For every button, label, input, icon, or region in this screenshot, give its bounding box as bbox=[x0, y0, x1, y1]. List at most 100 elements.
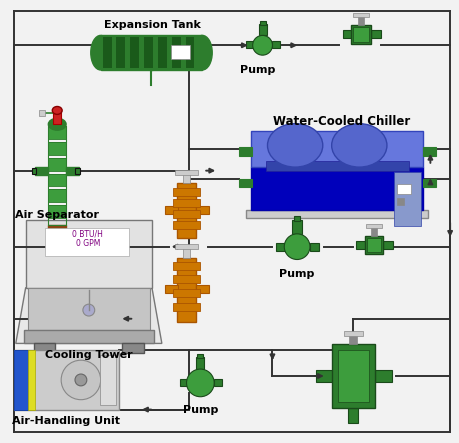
Bar bbox=[238, 179, 251, 187]
Bar bbox=[315, 370, 332, 382]
Bar bbox=[265, 161, 408, 171]
Bar bbox=[176, 183, 196, 238]
Bar bbox=[174, 170, 198, 175]
Bar bbox=[291, 220, 302, 234]
Bar bbox=[172, 275, 200, 283]
Bar bbox=[349, 334, 357, 344]
Bar bbox=[28, 288, 150, 330]
Bar bbox=[343, 330, 363, 335]
Bar bbox=[185, 37, 194, 68]
Bar bbox=[164, 206, 177, 214]
Bar bbox=[45, 228, 129, 256]
Ellipse shape bbox=[267, 124, 322, 167]
Text: Pump: Pump bbox=[279, 269, 314, 280]
Bar bbox=[342, 31, 352, 39]
Bar bbox=[347, 408, 358, 424]
Bar bbox=[293, 216, 299, 221]
Bar bbox=[122, 343, 144, 354]
Bar bbox=[182, 248, 190, 257]
Text: 0 BTU/H: 0 BTU/H bbox=[72, 229, 103, 238]
Bar bbox=[238, 147, 251, 156]
Bar bbox=[382, 241, 392, 249]
Bar bbox=[331, 344, 374, 408]
Bar bbox=[245, 41, 253, 48]
Bar bbox=[28, 350, 34, 410]
Ellipse shape bbox=[192, 35, 212, 70]
Bar bbox=[26, 220, 151, 288]
Bar bbox=[358, 16, 364, 24]
Bar bbox=[172, 221, 200, 229]
Bar bbox=[157, 37, 167, 68]
Bar bbox=[396, 184, 410, 194]
Text: Pump: Pump bbox=[182, 404, 218, 415]
Bar bbox=[356, 241, 365, 249]
Bar bbox=[258, 23, 266, 35]
Bar bbox=[48, 158, 66, 171]
Bar bbox=[75, 168, 80, 174]
Text: Air Separator: Air Separator bbox=[15, 210, 99, 220]
Bar bbox=[351, 24, 370, 44]
Bar bbox=[366, 238, 380, 252]
Bar bbox=[272, 41, 280, 48]
Bar bbox=[374, 370, 391, 382]
Bar bbox=[116, 37, 125, 68]
Bar bbox=[396, 198, 403, 205]
Bar bbox=[48, 190, 66, 202]
Bar bbox=[32, 168, 36, 174]
Bar bbox=[176, 257, 196, 322]
Bar bbox=[423, 179, 435, 187]
Bar bbox=[164, 285, 177, 293]
Bar bbox=[214, 379, 222, 386]
Bar bbox=[171, 37, 180, 68]
Bar bbox=[370, 31, 380, 39]
Bar bbox=[245, 210, 427, 218]
Ellipse shape bbox=[75, 374, 87, 386]
Bar bbox=[130, 37, 139, 68]
Bar bbox=[34, 343, 55, 354]
Bar bbox=[250, 131, 423, 167]
Bar bbox=[14, 350, 28, 410]
Bar bbox=[353, 27, 369, 43]
Text: Air-Handling Unit: Air-Handling Unit bbox=[12, 416, 120, 427]
Bar bbox=[196, 285, 209, 293]
Bar bbox=[48, 142, 66, 155]
Bar bbox=[172, 262, 200, 270]
Bar bbox=[276, 243, 285, 251]
Ellipse shape bbox=[331, 124, 386, 167]
Bar bbox=[66, 167, 79, 175]
Ellipse shape bbox=[90, 35, 110, 70]
Bar bbox=[170, 45, 190, 59]
Bar bbox=[172, 188, 200, 196]
Bar bbox=[364, 236, 382, 253]
Bar bbox=[48, 126, 66, 139]
Bar bbox=[179, 379, 187, 386]
Bar bbox=[337, 350, 369, 402]
Bar bbox=[39, 110, 45, 117]
Bar bbox=[100, 355, 116, 404]
Bar bbox=[14, 350, 119, 410]
Bar bbox=[423, 147, 435, 156]
Text: Expansion Tank: Expansion Tank bbox=[103, 19, 200, 30]
Text: 0 GPM: 0 GPM bbox=[75, 239, 100, 248]
Text: Pump: Pump bbox=[240, 65, 274, 75]
Bar bbox=[48, 174, 66, 187]
Bar bbox=[259, 21, 265, 24]
Bar bbox=[196, 206, 209, 214]
Bar bbox=[182, 174, 190, 183]
Ellipse shape bbox=[186, 369, 214, 397]
Polygon shape bbox=[16, 288, 162, 343]
Ellipse shape bbox=[48, 118, 66, 130]
Bar bbox=[53, 112, 61, 124]
Bar bbox=[48, 205, 66, 218]
Bar bbox=[48, 225, 66, 240]
Bar bbox=[365, 224, 381, 228]
Bar bbox=[370, 227, 376, 236]
Bar bbox=[172, 210, 200, 218]
Bar bbox=[35, 167, 48, 175]
Bar bbox=[197, 354, 203, 358]
Bar bbox=[250, 167, 423, 210]
Text: Water-Cooled Chiller: Water-Cooled Chiller bbox=[272, 115, 409, 128]
Bar bbox=[23, 330, 154, 343]
Bar bbox=[48, 126, 66, 225]
Bar bbox=[144, 37, 153, 68]
